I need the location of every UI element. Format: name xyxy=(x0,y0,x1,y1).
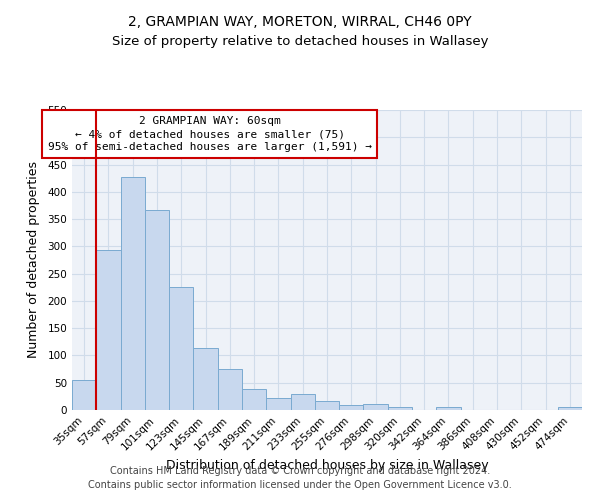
Bar xyxy=(388,408,412,410)
Text: Contains HM Land Registry data © Crown copyright and database right 2024.
Contai: Contains HM Land Registry data © Crown c… xyxy=(88,466,512,490)
Bar xyxy=(193,348,218,410)
Bar xyxy=(436,408,461,410)
Bar xyxy=(364,404,388,410)
Bar xyxy=(266,398,290,410)
Bar xyxy=(169,288,193,410)
Bar xyxy=(121,176,145,410)
Bar xyxy=(242,390,266,410)
Bar xyxy=(315,400,339,410)
Text: 2 GRAMPIAN WAY: 60sqm
← 4% of detached houses are smaller (75)
95% of semi-detac: 2 GRAMPIAN WAY: 60sqm ← 4% of detached h… xyxy=(48,116,372,152)
Text: Size of property relative to detached houses in Wallasey: Size of property relative to detached ho… xyxy=(112,35,488,48)
Bar xyxy=(96,250,121,410)
X-axis label: Distribution of detached houses by size in Wallasey: Distribution of detached houses by size … xyxy=(166,458,488,471)
Bar xyxy=(218,369,242,410)
Y-axis label: Number of detached properties: Number of detached properties xyxy=(28,162,40,358)
Text: 2, GRAMPIAN WAY, MORETON, WIRRAL, CH46 0PY: 2, GRAMPIAN WAY, MORETON, WIRRAL, CH46 0… xyxy=(128,15,472,29)
Bar xyxy=(72,380,96,410)
Bar xyxy=(290,394,315,410)
Bar xyxy=(339,404,364,410)
Bar xyxy=(558,408,582,410)
Bar xyxy=(145,210,169,410)
